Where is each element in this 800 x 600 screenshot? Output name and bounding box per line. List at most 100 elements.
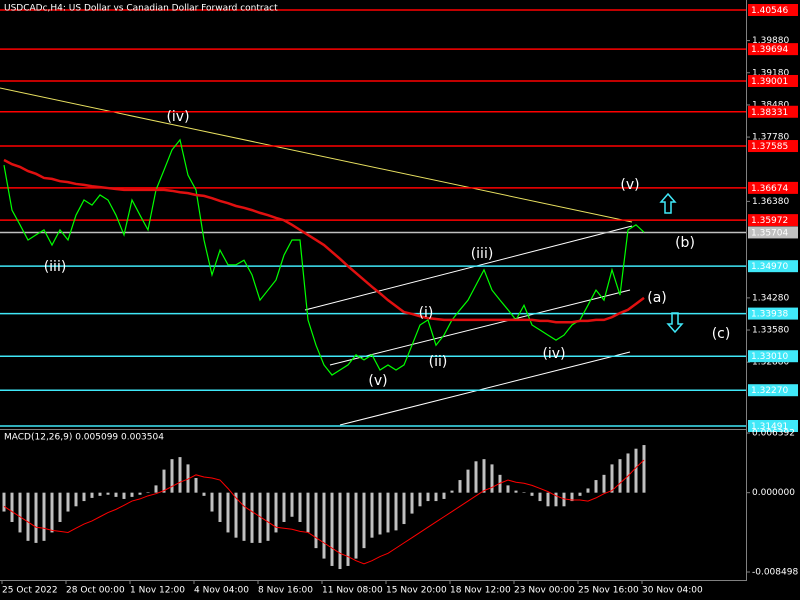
bar bbox=[642, 445, 646, 493]
bar bbox=[162, 469, 166, 493]
y-tick-label: 1.39180 bbox=[752, 68, 789, 78]
y-tick-label: 1.36380 bbox=[752, 197, 789, 207]
bar bbox=[58, 492, 62, 522]
bar bbox=[450, 490, 454, 493]
bar bbox=[242, 492, 246, 541]
bar bbox=[530, 492, 534, 496]
bar bbox=[338, 492, 342, 570]
bar bbox=[586, 488, 590, 493]
bar bbox=[98, 492, 102, 496]
level-label: 1.33938 bbox=[751, 310, 788, 320]
bar bbox=[250, 492, 254, 543]
x-tick-label: 11 Nov 08:00 bbox=[322, 586, 383, 596]
bar bbox=[146, 492, 150, 493]
bar bbox=[130, 492, 134, 497]
level-label: 1.40546 bbox=[751, 6, 788, 16]
level-label: 1.31491 bbox=[751, 422, 788, 432]
bar bbox=[402, 492, 406, 525]
y-tick-label: 1.37780 bbox=[752, 133, 789, 143]
bar bbox=[634, 448, 638, 493]
level-label: 1.32270 bbox=[751, 386, 788, 396]
y-tick-label: 1.38480 bbox=[752, 100, 789, 110]
y-tick-label: -0.008498 bbox=[752, 568, 798, 578]
level-label-box bbox=[748, 74, 798, 87]
level-label: 1.34970 bbox=[751, 262, 788, 272]
bar bbox=[466, 469, 470, 493]
bar bbox=[154, 485, 158, 493]
bar bbox=[34, 492, 38, 543]
wave-label: (iii) bbox=[471, 246, 494, 262]
x-tick-label: 8 Nov 16:00 bbox=[258, 586, 313, 596]
x-tick-label: 15 Nov 20:00 bbox=[386, 586, 447, 596]
bar bbox=[602, 474, 606, 493]
channel-line bbox=[339, 351, 631, 426]
level-label-box bbox=[748, 140, 798, 153]
bar bbox=[570, 492, 574, 502]
channel-line bbox=[329, 289, 631, 366]
level-label-box bbox=[748, 260, 798, 273]
bar bbox=[226, 492, 230, 533]
wave-label: (iv) bbox=[166, 109, 189, 125]
line bbox=[3, 138, 645, 376]
x-tick-label: 25 Oct 2022 bbox=[2, 586, 58, 596]
trend-line bbox=[0, 87, 633, 223]
bar bbox=[394, 492, 398, 531]
x-tick-label: 23 Nov 00:00 bbox=[514, 586, 575, 596]
bar bbox=[458, 480, 462, 493]
level-label-box bbox=[748, 384, 798, 397]
x-tick-label: 1 Nov 12:00 bbox=[130, 586, 185, 596]
bar bbox=[258, 492, 262, 543]
bar bbox=[306, 492, 310, 533]
level-label: 1.37585 bbox=[751, 142, 788, 152]
bar bbox=[442, 492, 446, 499]
chart-title: USDCADc,H4: US Dollar vs Canadian Dollar… bbox=[4, 4, 278, 14]
bar bbox=[90, 492, 94, 498]
bar bbox=[514, 490, 518, 493]
bar bbox=[618, 459, 622, 493]
bar bbox=[290, 492, 294, 517]
level-label-box bbox=[748, 307, 798, 320]
bar bbox=[298, 492, 302, 522]
bar bbox=[66, 492, 70, 512]
bar bbox=[346, 492, 350, 566]
bar bbox=[506, 485, 510, 493]
bar bbox=[282, 492, 286, 522]
bar bbox=[194, 478, 198, 493]
level-label-box bbox=[748, 181, 798, 194]
bar bbox=[106, 492, 110, 495]
channel-line bbox=[304, 225, 633, 311]
y-tick-label: 1.32880 bbox=[752, 358, 789, 368]
wave-label: (a) bbox=[647, 290, 667, 306]
bar bbox=[274, 492, 278, 533]
level-label-box bbox=[748, 105, 798, 118]
level-label: 1.33010 bbox=[751, 352, 788, 362]
bar bbox=[426, 492, 430, 502]
bar bbox=[386, 492, 390, 533]
level-label: 1.39694 bbox=[751, 45, 788, 55]
bar bbox=[482, 459, 486, 493]
bar bbox=[218, 492, 222, 522]
bar bbox=[234, 492, 238, 538]
bar bbox=[330, 492, 334, 566]
bar bbox=[178, 457, 182, 493]
bar bbox=[538, 492, 542, 502]
wave-label: (v) bbox=[368, 373, 387, 389]
bar bbox=[74, 492, 78, 507]
y-tick-label: 1.33580 bbox=[752, 326, 789, 336]
bar bbox=[370, 492, 374, 538]
line bbox=[3, 158, 645, 324]
bar bbox=[546, 492, 550, 507]
wave-label: (ii) bbox=[429, 354, 448, 370]
bar bbox=[26, 492, 30, 541]
level-label-box bbox=[748, 226, 798, 239]
bar bbox=[626, 453, 630, 493]
level-label-box bbox=[748, 43, 798, 56]
level-label: 1.39001 bbox=[751, 77, 788, 87]
bar bbox=[434, 492, 438, 502]
drawings bbox=[0, 0, 747, 581]
level-label: 1.35972 bbox=[751, 216, 788, 226]
bar bbox=[354, 492, 358, 559]
bar bbox=[578, 492, 582, 496]
bar bbox=[10, 492, 14, 522]
